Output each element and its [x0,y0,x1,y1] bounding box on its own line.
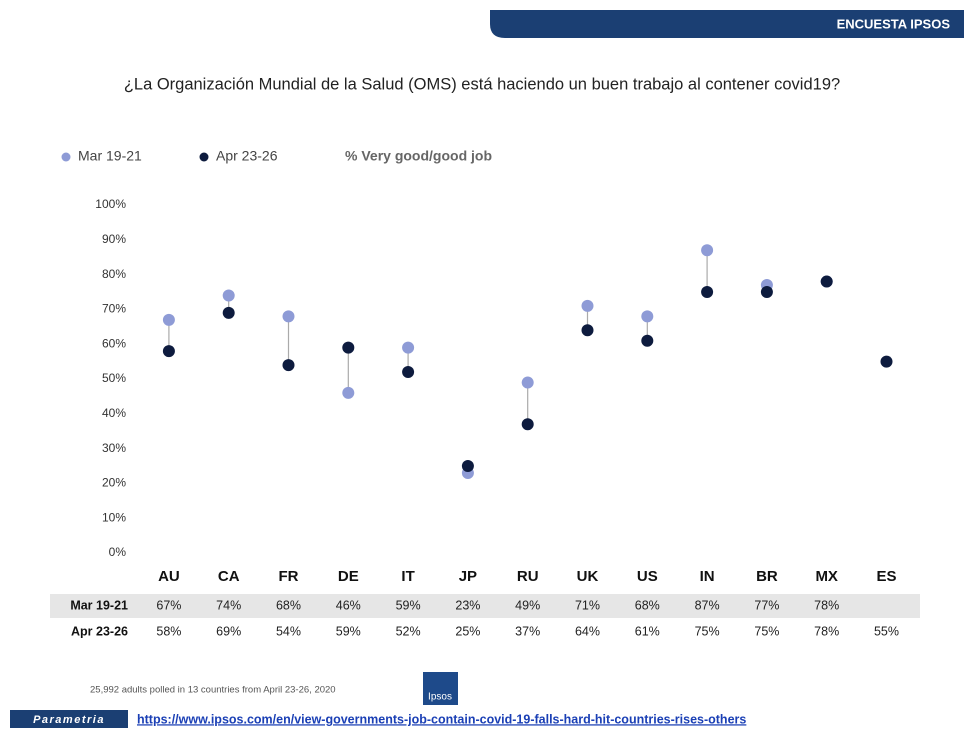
y-tick-label: 100% [95,197,126,211]
table-cell: 58% [156,624,181,638]
x-tick-label: CA [218,568,240,585]
table-cell: 87% [695,598,720,612]
x-tick-label: BR [756,568,778,585]
brand-box [10,710,128,728]
x-tick-label: JP [459,568,477,585]
subtitle: % Very good/good job [345,148,492,164]
table-cell: 64% [575,624,600,638]
table-cell: 71% [575,598,600,612]
legend-label: Apr 23-26 [216,148,278,164]
y-tick-label: 40% [102,406,126,420]
table-cell: 55% [874,624,899,638]
table-band [50,594,920,618]
y-tick-label: 50% [102,371,126,385]
dot [581,324,594,337]
dot [282,310,295,323]
legend-label: Mar 19-21 [78,148,142,164]
header-bar [490,10,964,38]
table-row-label: Apr 23-26 [71,624,128,638]
y-tick-label: 60% [102,336,126,350]
x-tick-label: IT [401,568,414,585]
y-tick-label: 20% [102,476,126,490]
x-tick-label: ES [876,568,896,585]
table-cell: 75% [695,624,720,638]
table-cell: 59% [336,624,361,638]
table-cell: 69% [216,624,241,638]
dot [521,376,534,389]
dot [282,359,295,372]
dot [461,460,474,472]
footnote: 25,992 adults polled in 13 countries fro… [90,685,336,696]
x-tick-label: US [637,568,658,585]
x-tick-label: IN [700,568,715,585]
dot [162,345,175,358]
dot [820,275,833,288]
logo-box [423,672,458,705]
dot [581,299,594,312]
dot [521,418,534,431]
dot [342,341,355,354]
dot [162,313,175,326]
chart-title: ¿La Organización Mundial de la Salud (OM… [124,75,840,93]
x-tick-label: UK [577,568,599,585]
table-cell: 25% [455,624,480,638]
dot [222,306,235,319]
x-tick-label: DE [338,568,359,585]
dot [222,289,235,302]
brand: Parametria [33,714,105,726]
dot [402,366,415,379]
legend-marker [199,152,209,162]
x-tick-label: MX [815,568,838,585]
x-tick-label: RU [517,568,539,585]
table-row-label: Mar 19-21 [70,598,128,612]
table-cell: 75% [754,624,779,638]
table-cell: 67% [156,598,181,612]
dot [402,341,415,354]
table-cell: 49% [515,598,540,612]
dot [641,334,654,347]
dot [641,310,654,323]
y-tick-label: 80% [102,267,126,281]
x-tick-label: AU [158,568,180,585]
dot [880,355,893,368]
table-cell: 37% [515,624,540,638]
table-cell: 46% [336,598,361,612]
table-cell: 61% [635,624,660,638]
table-cell: 74% [216,598,241,612]
dot [760,286,773,298]
dot [701,286,714,298]
table-cell: 54% [276,624,301,638]
table-cell: 68% [635,598,660,612]
table-cell: 78% [814,598,839,612]
logo: Ipsos [428,692,452,703]
table-cell: 59% [396,598,421,612]
table-cell: 68% [276,598,301,612]
table-cell: 52% [396,624,421,638]
x-tick-label: FR [279,568,299,585]
y-tick-label: 90% [102,232,126,246]
header: ENCUESTA IPSOS [837,16,951,31]
y-tick-label: 0% [109,545,127,559]
link[interactable]: https://www.ipsos.com/en/view-government… [137,712,746,726]
table-cell: 78% [814,624,839,638]
y-tick-label: 10% [102,510,126,524]
dot [701,244,714,257]
dot [342,386,355,399]
y-tick-label: 30% [102,441,126,455]
legend-marker [61,152,71,162]
table-cell: 77% [754,598,779,612]
table-cell: 23% [455,598,480,612]
y-tick-label: 70% [102,302,126,316]
